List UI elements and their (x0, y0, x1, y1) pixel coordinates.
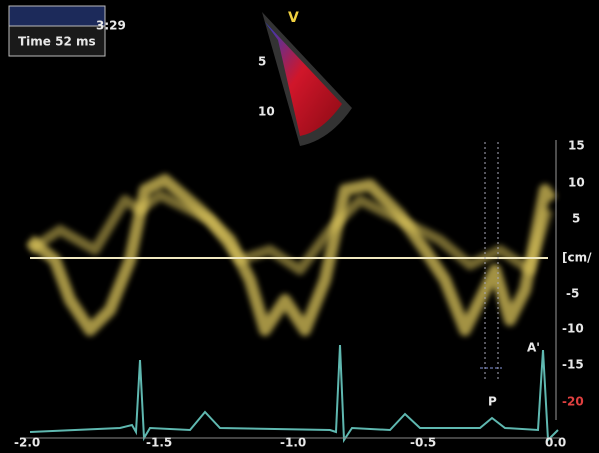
info-box-top (9, 6, 105, 26)
axis-label: [cm/ (562, 251, 592, 265)
ultrasound-screen: Time 52 ms 3:29 V 5 10 15 10 5 [cm/ -5 -… (0, 0, 599, 453)
axis-label: -10 (562, 322, 584, 336)
annotation: P (488, 395, 497, 409)
axis-label: -20 (562, 395, 584, 409)
depth-mark: 5 (258, 55, 266, 69)
axis-label: -5 (566, 287, 579, 301)
axis-label: -1.5 (146, 436, 172, 450)
time-label: Time 52 ms (18, 35, 96, 49)
axis-label: 15 (568, 139, 585, 153)
axis-label: 0.0 (545, 436, 566, 450)
clock: 3:29 (96, 19, 126, 33)
axis-label: 10 (568, 176, 585, 190)
axis-label: -15 (562, 358, 584, 372)
axis-label: -2.0 (14, 436, 40, 450)
depth-mark: 10 (258, 105, 275, 119)
axis-label: -1.0 (280, 436, 306, 450)
axis-label: 5 (572, 212, 580, 226)
annotation: A' (527, 341, 540, 355)
axis-label: -0.5 (410, 436, 436, 450)
sector-label: V (288, 10, 299, 26)
